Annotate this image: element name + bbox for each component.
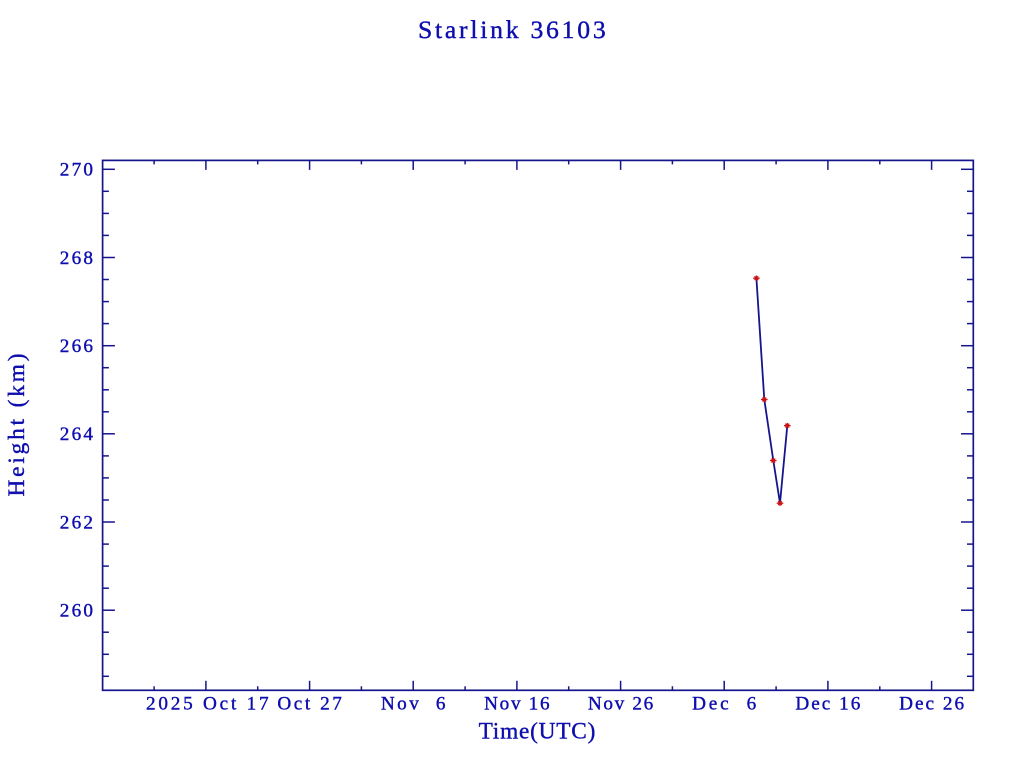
svg-text:Dec 16: Dec 16 bbox=[795, 694, 862, 715]
svg-text:266: 266 bbox=[60, 336, 95, 357]
svg-text:Height (km): Height (km) bbox=[4, 351, 30, 497]
svg-text:Nov 6: Nov 6 bbox=[381, 694, 448, 715]
svg-text:264: 264 bbox=[60, 424, 95, 445]
svg-text:Nov 16: Nov 16 bbox=[484, 694, 551, 715]
svg-text:Dec 26: Dec 26 bbox=[899, 694, 966, 715]
svg-text:Starlink 36103: Starlink 36103 bbox=[418, 15, 608, 44]
svg-text:2025 Oct 17: 2025 Oct 17 bbox=[146, 694, 271, 715]
svg-text:Dec 6: Dec 6 bbox=[692, 694, 759, 715]
svg-text:260: 260 bbox=[60, 601, 95, 622]
svg-text:Time(UTC): Time(UTC) bbox=[479, 719, 597, 745]
svg-text:Oct 27: Oct 27 bbox=[277, 694, 344, 715]
svg-text:268: 268 bbox=[60, 248, 95, 269]
svg-text:Nov 26: Nov 26 bbox=[588, 694, 655, 715]
svg-text:262: 262 bbox=[60, 512, 95, 533]
svg-text:270: 270 bbox=[60, 160, 95, 181]
